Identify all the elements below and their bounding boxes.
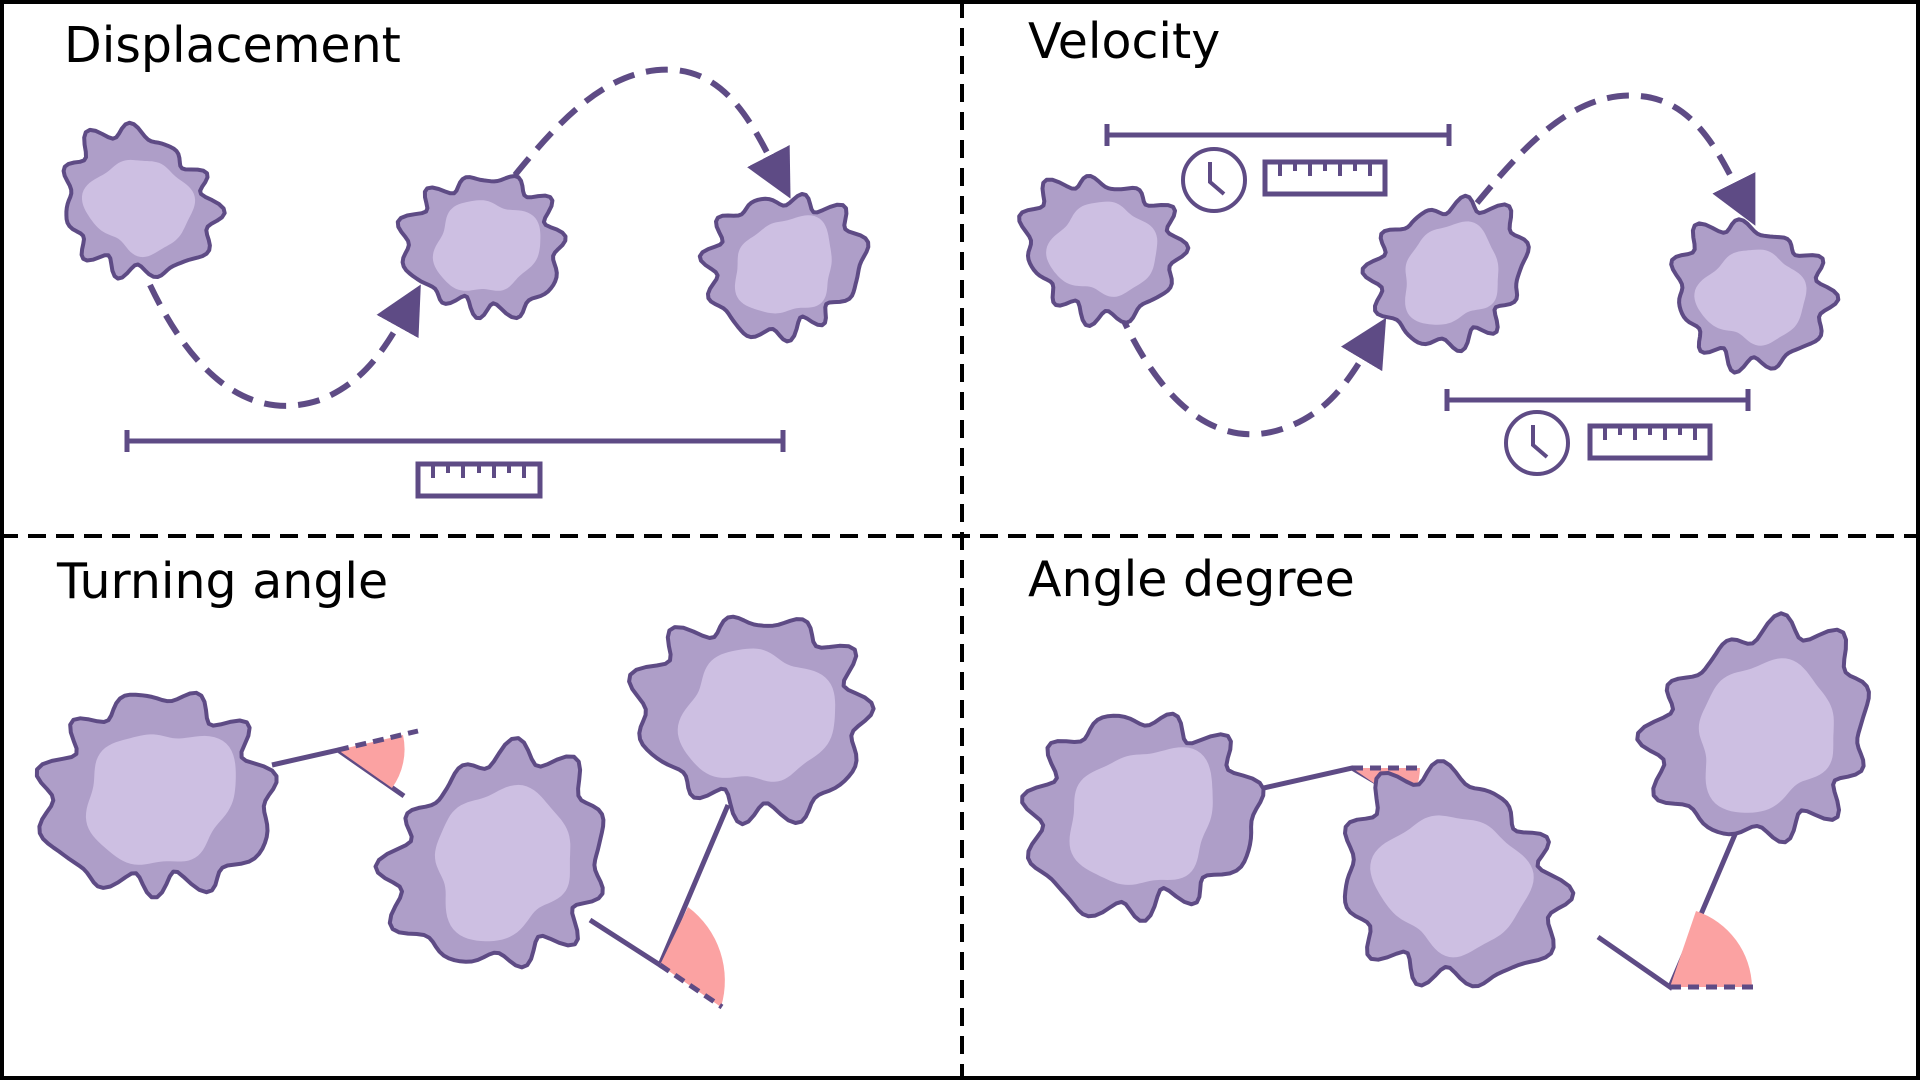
velocity-path-2: [1474, 92, 1756, 226]
cell-body: [1342, 759, 1576, 989]
displacement-path-1: [147, 283, 421, 409]
velocity-panel: [1104, 92, 1756, 476]
extension-line: [337, 728, 419, 753]
clock-icon: [1504, 410, 1570, 476]
clock-icon: [1181, 147, 1247, 213]
ruler-icon: [415, 461, 543, 499]
cell-body: [627, 614, 876, 827]
ruler-icon: [1262, 159, 1388, 197]
cell-body: [1360, 193, 1531, 354]
displacement-panel: [124, 66, 791, 499]
cell-body: [1635, 611, 1871, 845]
cell-body: [1020, 711, 1266, 923]
cell-body: [373, 736, 606, 970]
cell-body: [34, 690, 279, 900]
displacement-title: Displacement: [64, 17, 401, 74]
extension-line: [658, 962, 724, 1010]
angle-degree-title: Angle degree: [1028, 551, 1355, 608]
turning-angle-wedge-1: [338, 735, 405, 788]
displacement-path-2: [512, 66, 791, 199]
velocity-title: Velocity: [1028, 13, 1220, 70]
cells-layer: [34, 120, 1871, 989]
turning-angle-wedge-2: [660, 907, 725, 1007]
cell-body: [1669, 217, 1841, 375]
cell-body: [61, 120, 227, 281]
cell-body: [395, 174, 568, 321]
velocity-path-1: [1115, 306, 1387, 438]
cell-body: [1017, 174, 1191, 328]
ruler-icon: [1587, 423, 1713, 461]
angle-degree-wedge-2: [1670, 911, 1752, 987]
turning-angle-panel: [271, 728, 731, 1010]
turning-angle-title: Turning angle: [56, 553, 388, 610]
cell-body: [697, 192, 871, 344]
